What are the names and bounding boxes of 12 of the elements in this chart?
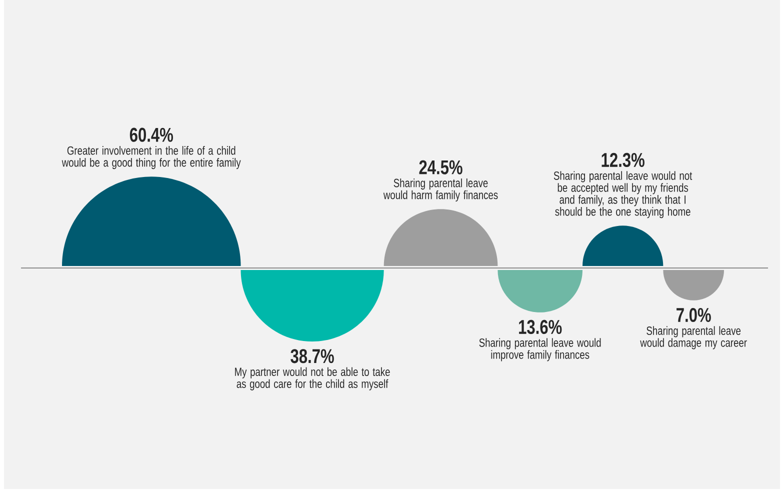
- data-label: 12.3%: [602, 152, 644, 168]
- data-label: 7.0%: [676, 308, 711, 322]
- category-label: Sharing parental leave would harm family finances: [383, 178, 498, 202]
- data-label: 13.6%: [519, 320, 562, 334]
- category-label: Sharing parental leave would not be accepted well by my friends and family, as they think that I should be the one staying home: [554, 171, 692, 218]
- data-label: 60.4%: [130, 128, 173, 142]
- data-label: 24.5%: [419, 160, 462, 174]
- category-label: Sharing parental leave would damage my career: [640, 326, 747, 350]
- category-label: Sharing parental leave would improve family finances: [479, 338, 601, 362]
- category-label: Greater involvement in the life of a child would be a good thing for the entire family: [62, 146, 241, 170]
- category-label: My partner would not be able to take as good care for the child as myself: [235, 367, 390, 390]
- data-label: 38.7%: [290, 349, 334, 364]
